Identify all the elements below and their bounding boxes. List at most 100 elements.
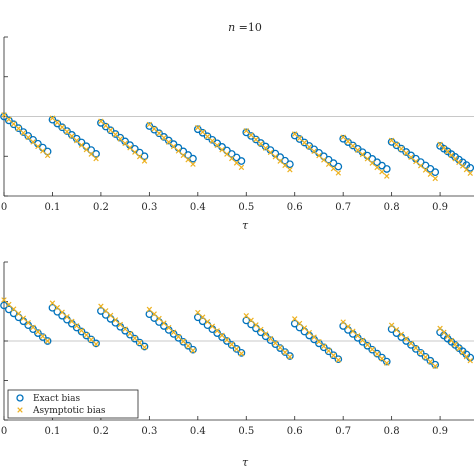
asymptotic-bias-point	[185, 343, 191, 349]
asymptotic-bias-point	[272, 154, 279, 160]
bottom-panel: 0 0.1 0.2 0.3 0.4 0.5 0.6 0.7 0.8 0.9 τ Exact bia…	[0, 261, 474, 469]
exact-bias-point	[203, 132, 212, 141]
asymptotic-bias-point	[88, 336, 94, 343]
asymptotic-bias-point	[248, 317, 254, 324]
asymptotic-bias-point	[238, 350, 245, 357]
asymptotic-bias-point	[321, 157, 327, 163]
asymptotic-bias-point	[30, 139, 36, 145]
asymptotic-bias-point	[69, 318, 75, 325]
exact-bias-point	[92, 339, 100, 348]
asymptotic-bias-point	[233, 346, 240, 352]
exact-bias-point	[101, 311, 110, 319]
exact-bias-point	[315, 339, 323, 348]
asymptotic-bias-point	[190, 347, 196, 354]
exact-bias-point	[431, 168, 440, 176]
asymptotic-bias-point	[258, 326, 264, 333]
exact-bias-point	[150, 314, 159, 322]
asymptotic-bias-point	[107, 127, 114, 133]
asymptotic-bias-point	[388, 322, 395, 328]
exact-bias-point	[189, 345, 197, 354]
asymptotic-bias-point	[64, 314, 70, 320]
exact-bias-point	[466, 163, 474, 172]
asymptotic-bias-point	[141, 158, 148, 164]
asymptotic-bias-point	[224, 337, 230, 343]
exact-bias-point	[140, 152, 149, 161]
exact-bias-point	[121, 326, 129, 335]
asymptotic-bias-point	[103, 308, 109, 314]
exact-bias-point	[87, 146, 96, 154]
asymptotic-bias-point	[15, 125, 22, 132]
asymptotic-bias-point	[83, 332, 90, 338]
asymptotic-bias-point	[54, 304, 61, 311]
asymptotic-bias-point	[156, 315, 162, 322]
exact-bias-point	[92, 150, 100, 158]
asymptotic-bias-point	[262, 145, 269, 151]
exact-bias-point	[111, 130, 120, 138]
asymptotic-bias-point	[369, 346, 375, 353]
asymptotic-bias-point	[73, 323, 80, 329]
asymptotic-bias-point	[359, 337, 366, 344]
exact-bias-point	[247, 132, 255, 140]
asymptotic-bias-point	[463, 353, 470, 360]
exact-bias-point	[358, 337, 367, 346]
asymptotic-bias-point	[422, 354, 429, 360]
asymptotic-bias-point	[398, 146, 405, 152]
asymptotic-bias-point	[427, 358, 434, 365]
asymptotic-bias-point	[388, 137, 395, 144]
exact-bias-point	[334, 162, 343, 171]
asymptotic-bias-point	[432, 363, 438, 370]
exact-bias-point	[38, 333, 47, 341]
exact-bias-point	[14, 124, 23, 133]
exact-bias-point	[290, 319, 299, 328]
asymptotic-bias-point	[340, 319, 346, 325]
asymptotic-bias-point	[340, 134, 346, 140]
exact-bias-point	[67, 131, 76, 139]
asymptotic-bias-point	[44, 152, 51, 159]
legend-exact-bias-marker	[16, 394, 24, 402]
asymptotic-bias-point	[384, 173, 390, 179]
bottom-panel-plot-area: 0 0.1 0.2 0.3 0.4 0.5 0.6 0.7 0.8 0.9	[0, 261, 474, 437]
exact-bias-point	[135, 148, 144, 157]
exact-bias-point	[9, 120, 18, 129]
asymptotic-bias-point	[444, 333, 451, 340]
asymptotic-bias-point	[354, 333, 361, 339]
asymptotic-bias-point	[287, 354, 293, 360]
exact-bias-point	[140, 342, 149, 351]
exact-bias-point	[223, 337, 231, 345]
asymptotic-bias-point	[30, 324, 36, 331]
asymptotic-bias-point	[103, 122, 109, 129]
asymptotic-bias-point	[335, 357, 342, 363]
asymptotic-bias-point	[112, 317, 119, 323]
exact-bias-point	[82, 331, 91, 340]
x-tick-label: 0.5	[238, 202, 254, 213]
asymptotic-bias-point	[190, 161, 196, 167]
exact-bias-point	[334, 355, 343, 364]
x-tick-label: 0.1	[45, 202, 61, 213]
asymptotic-bias-point	[166, 324, 172, 331]
asymptotic-bias-point	[219, 146, 225, 153]
exact-bias-point	[378, 353, 386, 362]
asymptotic-bias-point	[238, 164, 245, 171]
asymptotic-bias-point	[141, 344, 148, 351]
asymptotic-bias-point	[10, 306, 17, 312]
asymptotic-bias-point	[132, 149, 138, 155]
asymptotic-bias-point	[170, 143, 177, 150]
asymptotic-bias-point	[151, 126, 157, 132]
exact-bias-point	[198, 128, 207, 137]
asymptotic-bias-point	[224, 151, 230, 157]
asymptotic-bias-point	[282, 349, 288, 355]
asymptotic-bias-point	[35, 143, 41, 150]
asymptotic-bias-point	[98, 118, 104, 124]
asymptotic-bias-point	[199, 129, 206, 135]
asymptotic-bias-point	[316, 338, 322, 345]
exact-bias-point	[286, 160, 294, 169]
exact-bias-point	[382, 165, 391, 173]
asymptotic-bias-point	[379, 355, 385, 362]
exact-bias-point	[242, 316, 251, 325]
asymptotic-bias-point	[364, 342, 371, 348]
asymptotic-bias-point	[398, 331, 405, 338]
exact-bias-point	[48, 115, 57, 124]
exact-bias-point	[256, 139, 265, 147]
asymptotic-bias-point	[452, 341, 458, 348]
